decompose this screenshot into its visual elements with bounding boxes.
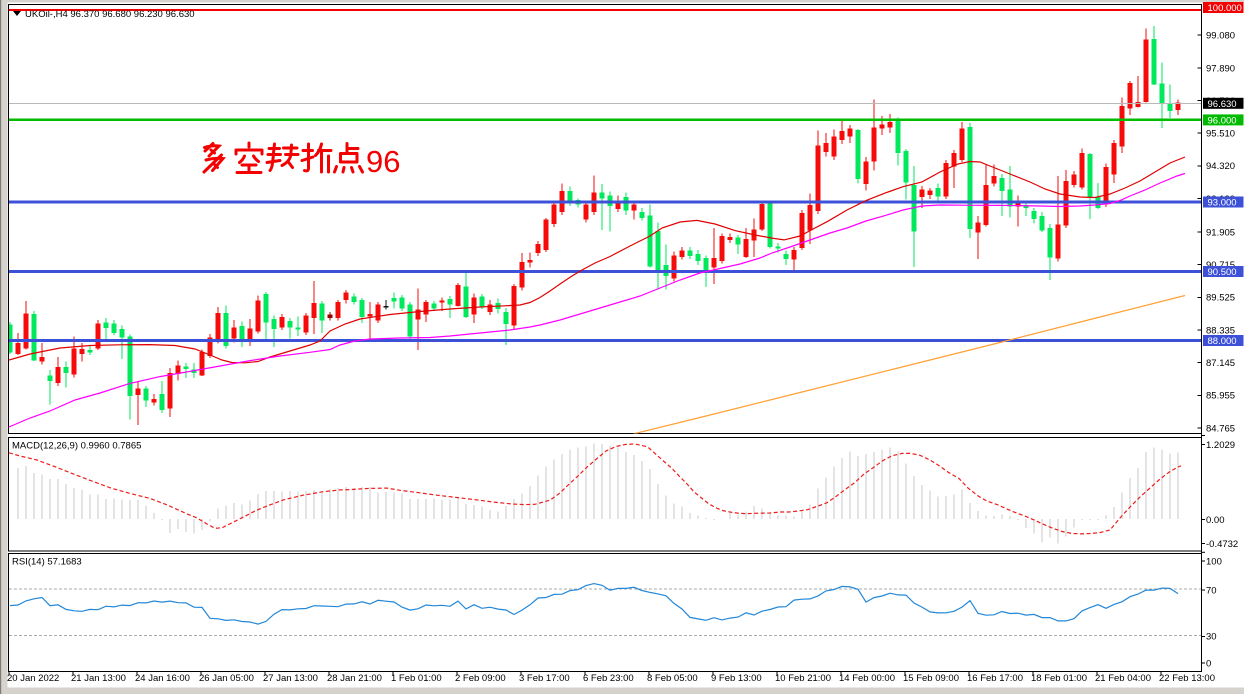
svg-text:20 Jan 2022: 20 Jan 2022 xyxy=(7,673,59,684)
svg-text:0: 0 xyxy=(1206,658,1211,669)
svg-text:94.320: 94.320 xyxy=(1206,161,1235,172)
svg-text:1.2029: 1.2029 xyxy=(1206,440,1235,451)
svg-text:10 Feb 21:00: 10 Feb 21:00 xyxy=(775,673,831,684)
svg-text:88.335: 88.335 xyxy=(1206,325,1235,336)
svg-text:100: 100 xyxy=(1206,556,1222,567)
svg-text:30: 30 xyxy=(1206,632,1217,643)
svg-text:27 Jan 13:00: 27 Jan 13:00 xyxy=(263,673,318,684)
svg-text:18 Feb 01:00: 18 Feb 01:00 xyxy=(1031,673,1087,684)
svg-text:8 Feb 05:00: 8 Feb 05:00 xyxy=(647,673,698,684)
svg-text:89.525: 89.525 xyxy=(1206,293,1235,304)
svg-text:90.500: 90.500 xyxy=(1208,267,1237,278)
svg-text:93.000: 93.000 xyxy=(1208,198,1237,209)
svg-text:95.510: 95.510 xyxy=(1206,129,1235,140)
svg-text:70: 70 xyxy=(1206,585,1217,596)
svg-text:91.905: 91.905 xyxy=(1206,227,1235,238)
svg-text:96: 96 xyxy=(366,144,400,179)
svg-text:96.000: 96.000 xyxy=(1208,115,1237,126)
svg-text:87.145: 87.145 xyxy=(1206,358,1235,369)
svg-text:99.080: 99.080 xyxy=(1206,31,1235,42)
svg-text:9 Feb 13:00: 9 Feb 13:00 xyxy=(711,673,762,684)
svg-text:26 Jan 05:00: 26 Jan 05:00 xyxy=(199,673,254,684)
svg-text:88.000: 88.000 xyxy=(1208,336,1237,347)
svg-text:85.955: 85.955 xyxy=(1206,391,1235,402)
svg-text:96.630: 96.630 xyxy=(1208,99,1237,110)
svg-text:UKOil-,H4 96.370 96.680 96.23: UKOil-,H4 96.370 96.680 96.230 96.630 xyxy=(25,9,195,20)
svg-text:21 Jan 13:00: 21 Jan 13:00 xyxy=(71,673,126,684)
svg-text:84.765: 84.765 xyxy=(1206,423,1235,434)
svg-text:14 Feb 00:00: 14 Feb 00:00 xyxy=(839,673,895,684)
svg-text:0.00: 0.00 xyxy=(1206,515,1225,526)
svg-text:2 Feb 09:00: 2 Feb 09:00 xyxy=(455,673,506,684)
svg-text:-0.4732: -0.4732 xyxy=(1206,539,1238,550)
svg-text:90.715: 90.715 xyxy=(1206,260,1235,271)
svg-text:15 Feb 09:00: 15 Feb 09:00 xyxy=(903,673,959,684)
svg-text:28 Jan 21:00: 28 Jan 21:00 xyxy=(327,673,382,684)
svg-text:16 Feb 17:00: 16 Feb 17:00 xyxy=(967,673,1023,684)
svg-text:1 Feb 01:00: 1 Feb 01:00 xyxy=(391,673,442,684)
svg-text:100.000: 100.000 xyxy=(1208,3,1242,14)
svg-text:6 Feb 23:00: 6 Feb 23:00 xyxy=(583,673,634,684)
svg-text:97.890: 97.890 xyxy=(1206,63,1235,74)
svg-text:22 Feb 13:00: 22 Feb 13:00 xyxy=(1159,673,1215,684)
svg-text:24 Jan 16:00: 24 Jan 16:00 xyxy=(135,673,190,684)
svg-text:RSI(14) 57.1683: RSI(14) 57.1683 xyxy=(12,557,82,568)
svg-text:MACD(12,26,9) 0.9960 0.7865: MACD(12,26,9) 0.9960 0.7865 xyxy=(12,441,141,452)
svg-text:3 Feb 17:00: 3 Feb 17:00 xyxy=(519,673,570,684)
svg-text:21 Feb 04:00: 21 Feb 04:00 xyxy=(1095,673,1151,684)
